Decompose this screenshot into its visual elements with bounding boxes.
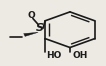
Text: HO: HO xyxy=(46,51,62,60)
Text: OH: OH xyxy=(73,51,88,60)
Text: O: O xyxy=(28,11,36,20)
Polygon shape xyxy=(24,32,38,36)
Text: S: S xyxy=(36,23,44,33)
